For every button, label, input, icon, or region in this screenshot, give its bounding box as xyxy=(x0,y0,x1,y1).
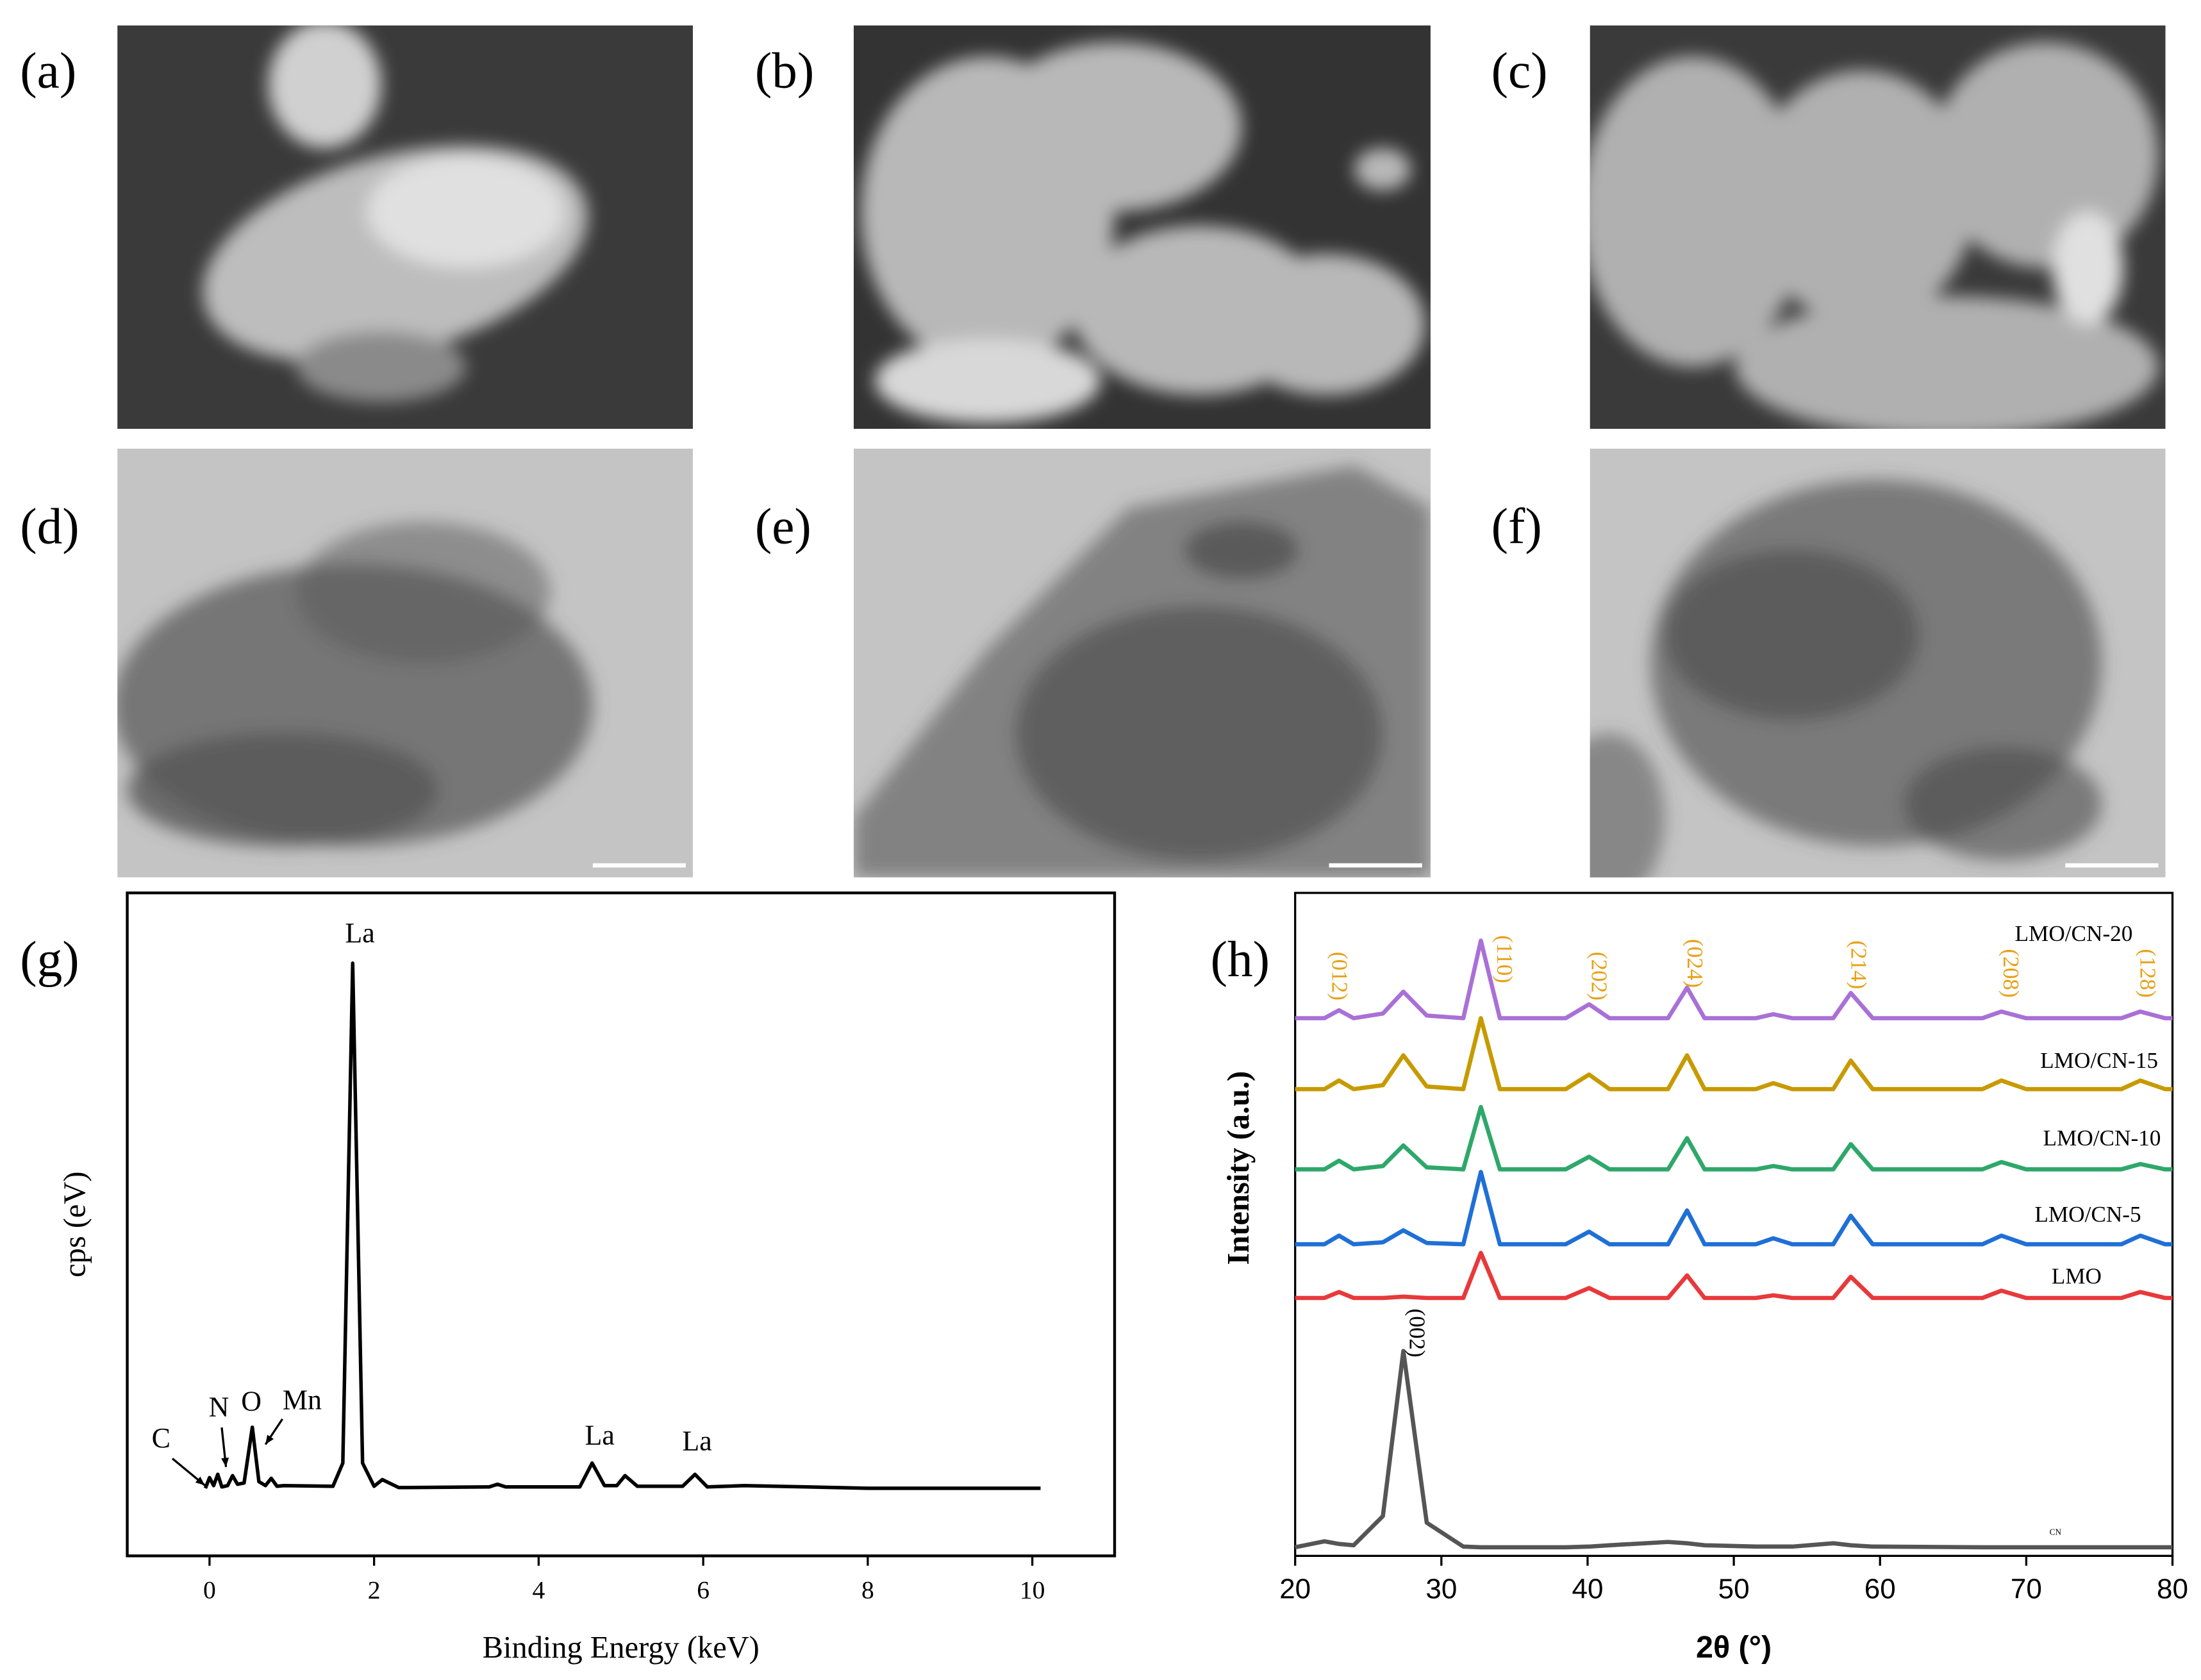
peak-label: (128) xyxy=(2136,949,2161,997)
series-label: LMO xyxy=(2052,1264,2102,1289)
data-line xyxy=(1295,1016,2173,1092)
x-axis-label: Binding Energy (keV) xyxy=(483,1631,760,1665)
peak-label: (110) xyxy=(1492,935,1517,983)
arrow-head xyxy=(195,1476,205,1486)
series-label: LMO/CN-5 xyxy=(2034,1202,2141,1227)
panel-label: (d) xyxy=(20,498,79,554)
arrow-head xyxy=(221,1457,229,1467)
peak-label: (024) xyxy=(1682,939,1707,988)
data-line xyxy=(203,961,1041,1490)
peak-annotation: La xyxy=(345,917,374,949)
peak-label: (012) xyxy=(1327,952,1352,1001)
panel-label: (f) xyxy=(1491,498,1542,554)
data-line xyxy=(1295,1104,2173,1172)
data-line xyxy=(1295,938,2173,1020)
peak-label: (214) xyxy=(1846,940,1871,989)
sem-image-c xyxy=(1590,25,2166,429)
x-axis-label: 2θ (°) xyxy=(1696,1630,1772,1665)
x-tick-label: 8 xyxy=(861,1576,874,1604)
peak-annotation: La xyxy=(682,1425,711,1456)
x-tick-label: 6 xyxy=(697,1576,710,1604)
y-axis-label: cps (eV) xyxy=(58,1172,92,1277)
data-line xyxy=(1295,1349,2173,1550)
data-line xyxy=(1295,1251,2173,1301)
x-tick-label: 0 xyxy=(203,1576,216,1604)
x-tick-label: 10 xyxy=(1020,1576,1045,1604)
x-tick-label: 70 xyxy=(2011,1573,2042,1604)
sem-image-b xyxy=(853,25,1431,429)
series-label: CN xyxy=(2050,1527,2062,1536)
tem-image-f xyxy=(1590,448,2166,877)
tem-image-d xyxy=(117,448,694,877)
peak-annotation: O xyxy=(241,1386,262,1417)
panel-label: (h) xyxy=(1211,931,1270,988)
series-label: LMO/CN-10 xyxy=(2043,1126,2161,1151)
plot-frame xyxy=(126,891,1117,1558)
panel-label: (c) xyxy=(1491,42,1548,99)
x-tick-label: 40 xyxy=(1572,1573,1603,1604)
x-tick-label: 60 xyxy=(1865,1573,1896,1604)
arrow-head xyxy=(265,1435,274,1445)
panel-label: (b) xyxy=(755,42,814,99)
data-line xyxy=(1295,1170,2173,1247)
x-tick-label: 30 xyxy=(1425,1573,1457,1604)
x-tick-label: 80 xyxy=(2157,1573,2188,1604)
peak-label: (202) xyxy=(1587,952,1612,1001)
series-label: LMO/CN-15 xyxy=(2040,1048,2158,1073)
x-tick-label: 4 xyxy=(532,1576,545,1604)
peak-annotation: La xyxy=(585,1419,615,1451)
peak-label: (208) xyxy=(1998,949,2023,997)
series-label: LMO/CN-20 xyxy=(2015,921,2133,946)
panel-label: (a) xyxy=(20,42,76,99)
tem-image-e xyxy=(853,448,1431,877)
peak-label: (002) xyxy=(1405,1309,1430,1358)
peak-annotation: N xyxy=(209,1391,229,1422)
peak-annotation: Mn xyxy=(283,1384,322,1415)
peak-annotation: C xyxy=(152,1422,170,1454)
x-tick-label: 2 xyxy=(368,1576,381,1604)
panel-label: (e) xyxy=(755,498,811,554)
x-tick-label: 20 xyxy=(1279,1573,1311,1604)
x-tick-label: 50 xyxy=(1718,1573,1750,1604)
sem-image-a xyxy=(117,25,694,429)
y-axis-label: Intensity (a.u.) xyxy=(1222,1071,1256,1265)
panel-label: (g) xyxy=(20,931,79,988)
